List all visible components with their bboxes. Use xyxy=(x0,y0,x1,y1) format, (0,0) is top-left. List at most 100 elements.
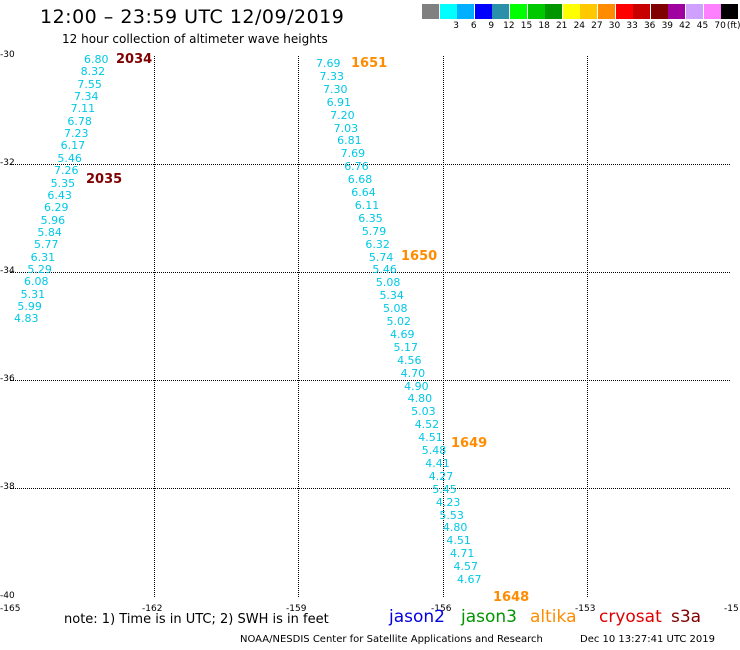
swh-value: 6.17 xyxy=(60,139,86,153)
swh-value: 6.64 xyxy=(351,186,376,199)
x-tick-label: -162 xyxy=(142,604,163,614)
swh-value: 8.32 xyxy=(80,65,106,79)
latitude-gridline xyxy=(10,488,730,489)
satellite-name: s3a xyxy=(671,607,702,627)
swh-value: 5.46 xyxy=(372,263,397,277)
legend-swatch xyxy=(492,4,510,19)
swh-value: 4.27 xyxy=(428,469,454,483)
swh-value: 6.31 xyxy=(30,250,56,264)
x-tick-label: -159 xyxy=(286,604,307,614)
swh-value: 6.08 xyxy=(24,275,49,289)
swh-value: 4.80 xyxy=(442,521,468,535)
swh-value: 5.99 xyxy=(17,300,42,313)
swh-value: 4.56 xyxy=(397,353,422,367)
swh-value: 5.96 xyxy=(40,213,66,227)
timestamp-text: Dec 10 13:27:41 UTC 2019 xyxy=(580,634,715,645)
legend-label: 36 xyxy=(643,21,656,31)
swh-value: 5.77 xyxy=(34,238,59,252)
legend-label: 3 xyxy=(453,21,459,31)
swh-value: 5.03 xyxy=(411,405,436,419)
swh-value: 4.90 xyxy=(404,379,429,393)
longitude-gridline xyxy=(443,56,444,597)
legend-label: 9 xyxy=(488,21,495,31)
legend-swatch xyxy=(721,4,739,19)
swh-value: 5.45 xyxy=(432,482,457,496)
swh-value: 4.67 xyxy=(457,573,482,586)
swh-value: 4.80 xyxy=(407,392,433,406)
legend-swatch xyxy=(474,4,492,19)
longitude-gridline xyxy=(587,56,588,597)
swh-value: 4.23 xyxy=(435,495,461,509)
legend-label: 27 xyxy=(591,21,603,31)
swh-value: 6.32 xyxy=(365,237,390,251)
swh-value: 7.20 xyxy=(330,108,355,122)
legend-label: 33 xyxy=(626,21,638,31)
legend-swatch xyxy=(650,4,668,19)
latitude-gridline xyxy=(10,272,730,273)
swh-value: 5.46 xyxy=(57,151,82,165)
legend-label: 12 xyxy=(503,21,515,31)
pass-time-label: 1651 xyxy=(351,56,388,71)
swh-value: 4.71 xyxy=(449,547,475,561)
legend-swatch xyxy=(686,4,703,19)
swh-value: 4.52 xyxy=(414,418,440,432)
swh-value: 4.51 xyxy=(446,534,471,548)
y-tick-label: -38 xyxy=(0,482,15,492)
swh-value: 4.51 xyxy=(418,431,443,445)
swh-value: 7.69 xyxy=(316,57,341,70)
swh-value: 6.29 xyxy=(44,201,69,215)
longitude-gridline xyxy=(298,56,299,597)
swh-value: 4.69 xyxy=(390,327,415,341)
x-tick-label: -165 xyxy=(0,604,21,614)
swh-value: 4.41 xyxy=(425,456,450,470)
y-tick-label: -32 xyxy=(0,158,15,168)
swh-value: 6.76 xyxy=(344,160,369,174)
legend-swatch xyxy=(527,4,545,19)
swh-value: 4.57 xyxy=(453,560,478,574)
swh-value: 5.31 xyxy=(20,287,46,301)
satellite-name: cryosat xyxy=(599,607,662,627)
y-tick-label: -30 xyxy=(0,50,15,60)
legend-swatch xyxy=(668,4,686,19)
y-tick-label: -40 xyxy=(0,591,15,601)
pass-time-label: 1649 xyxy=(451,436,488,451)
swh-value: 7.30 xyxy=(323,82,348,96)
swh-value: 5.48 xyxy=(421,444,447,457)
swh-value: 4.70 xyxy=(400,366,426,380)
legend-swatch xyxy=(439,4,457,19)
legend-label: 42 xyxy=(679,21,691,31)
x-tick-label: -153 xyxy=(575,604,596,614)
swh-value: 6.68 xyxy=(347,173,373,187)
swh-value: 7.26 xyxy=(54,164,79,178)
legend-swatch xyxy=(457,4,475,19)
swh-value: 4.83 xyxy=(14,312,39,326)
pass-time-label: 1648 xyxy=(493,590,530,605)
x-tick-label: -15 xyxy=(724,604,739,614)
swh-value: 5.35 xyxy=(50,176,76,190)
legend-swatch xyxy=(615,4,633,19)
legend-label: 45 xyxy=(696,21,709,31)
satellite-name: jason3 xyxy=(461,607,517,627)
swh-value: 5.02 xyxy=(386,315,412,328)
swh-value: 5.74 xyxy=(368,250,394,264)
swh-value: 7.55 xyxy=(77,77,102,91)
credit-text: NOAA/NESDIS Center for Satellite Applica… xyxy=(240,634,543,645)
satellite-name: jason2 xyxy=(389,607,445,627)
legend-swatch xyxy=(422,4,439,19)
x-tick-label: -156 xyxy=(431,604,452,614)
swh-value: 5.79 xyxy=(361,224,387,238)
swh-value: 6.78 xyxy=(67,114,92,128)
swh-value: 6.35 xyxy=(358,211,383,225)
legend-label: 18 xyxy=(538,21,550,31)
swh-value: 5.29 xyxy=(27,262,52,276)
swh-value: 7.03 xyxy=(333,121,359,135)
y-tick-label: -34 xyxy=(0,266,15,276)
swh-value: 7.33 xyxy=(319,69,345,83)
swh-value: 6.80 xyxy=(84,53,109,66)
swh-value: 5.17 xyxy=(393,340,419,354)
swh-value: 6.11 xyxy=(354,198,380,212)
legend-label: 39 xyxy=(661,21,674,31)
latitude-gridline xyxy=(10,380,730,381)
legend-label: 24 xyxy=(573,21,586,31)
legend-swatch xyxy=(545,4,563,19)
